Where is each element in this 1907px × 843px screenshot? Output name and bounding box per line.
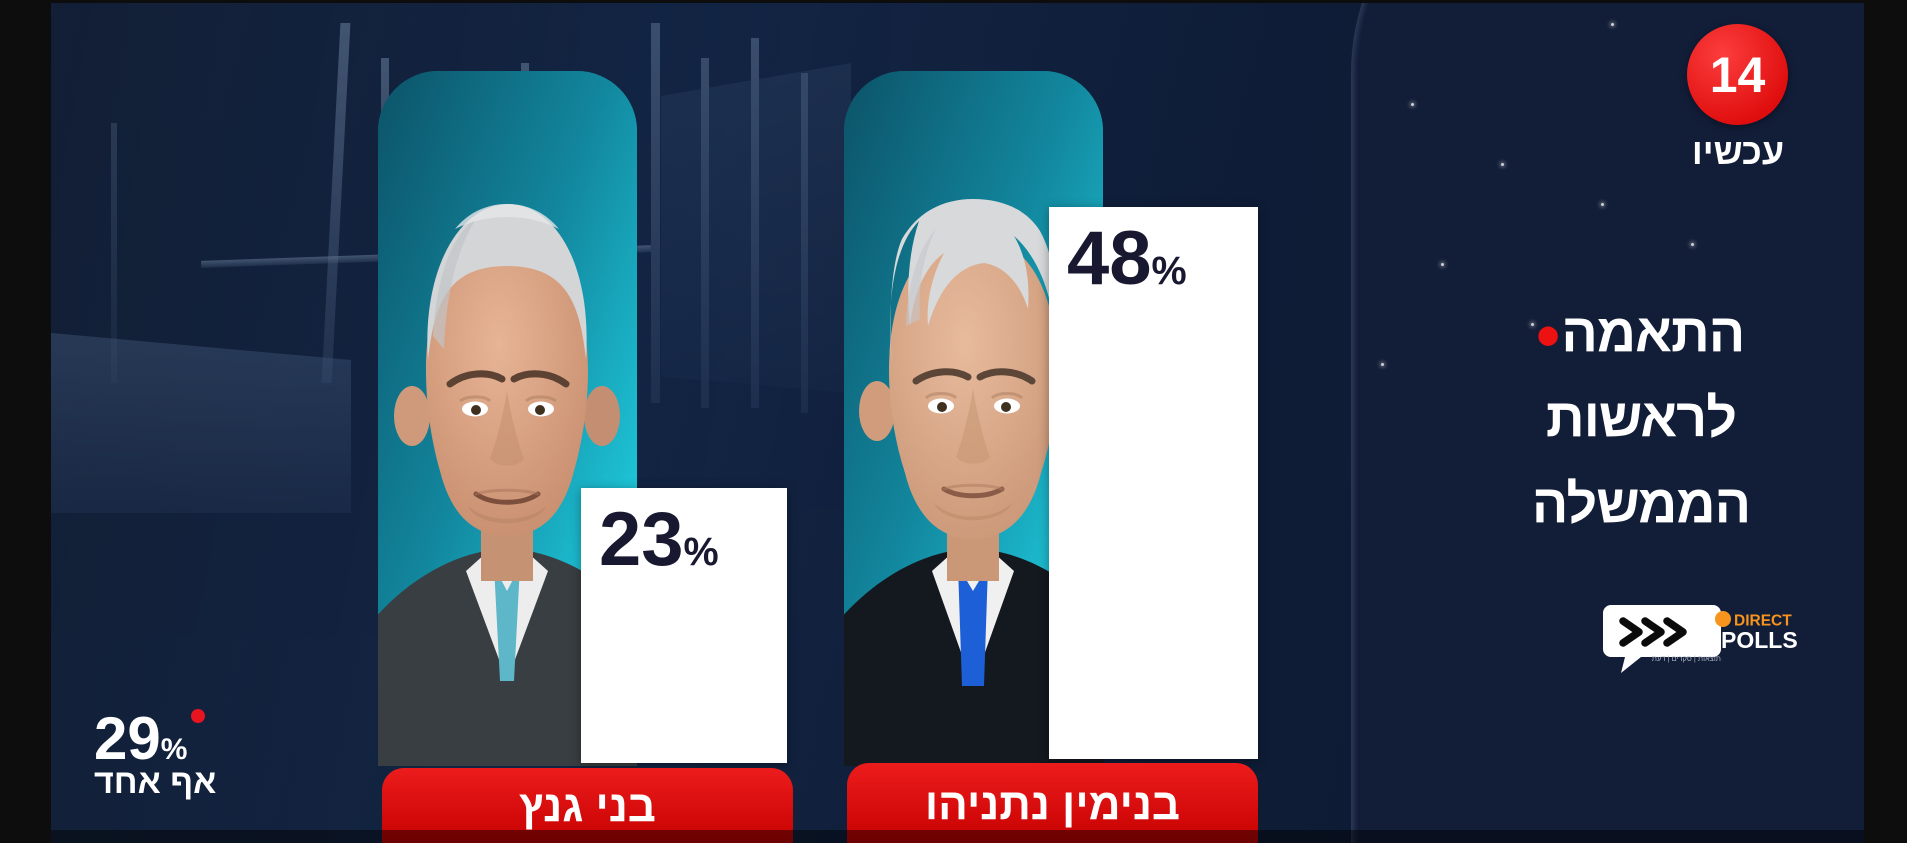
svg-text:POLLS: POLLS xyxy=(1721,627,1798,653)
svg-text:תוצאות | סקרים | דעת: תוצאות | סקרים | דעת xyxy=(1652,654,1721,663)
